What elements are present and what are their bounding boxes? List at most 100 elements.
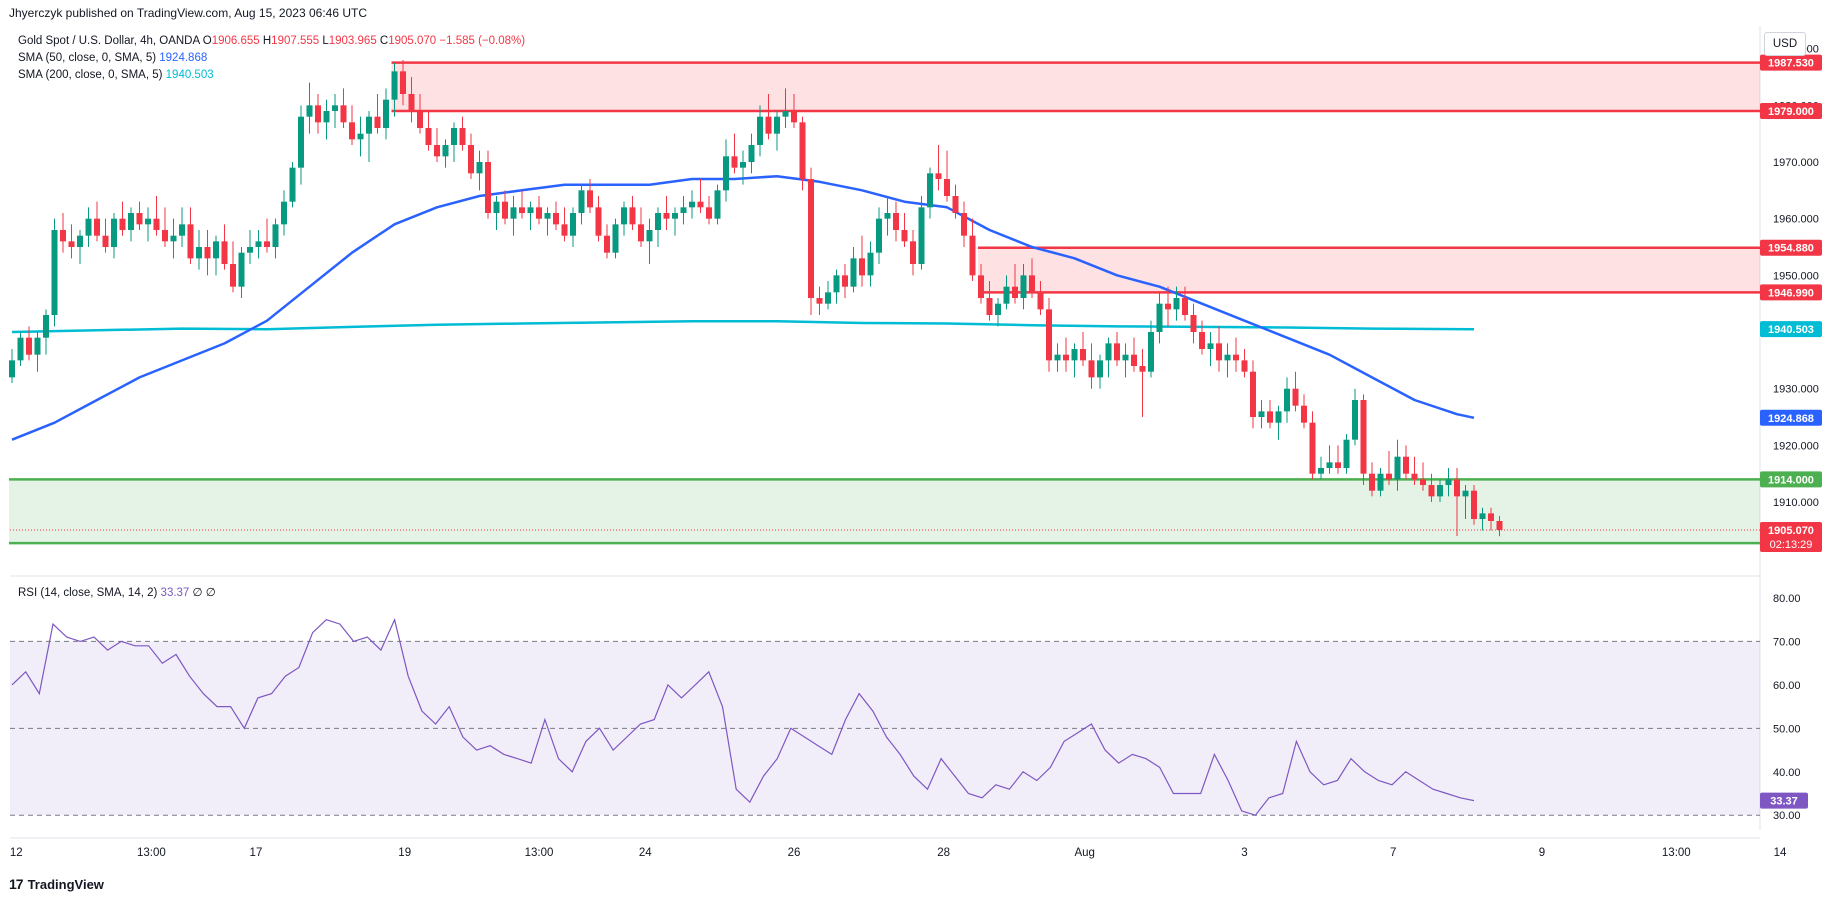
candle — [408, 77, 415, 123]
candle — [221, 224, 228, 270]
candle — [884, 196, 891, 236]
candle — [697, 179, 704, 214]
candle — [638, 207, 644, 248]
candle-body — [1352, 400, 1358, 440]
candle — [272, 218, 279, 259]
candle-body — [60, 230, 66, 242]
candle-body — [553, 213, 559, 225]
candle-body — [51, 230, 58, 316]
candle — [162, 207, 168, 248]
sma50-price-label-bg — [1760, 409, 1822, 426]
candle — [655, 207, 661, 248]
candle-body — [272, 224, 279, 248]
resistance-lower-top-label-bg — [1760, 239, 1822, 256]
price-axis-tick: 1920.000 — [1773, 440, 1819, 452]
candle-body — [536, 207, 542, 219]
candle — [510, 196, 517, 236]
time-axis-tick: 13:00 — [137, 847, 166, 859]
candle-body — [1445, 479, 1452, 486]
candle-body — [289, 167, 296, 202]
candle — [1403, 445, 1409, 480]
candle-body — [723, 156, 729, 191]
candle-body — [1488, 513, 1494, 521]
rsi-last-label: 33.37 — [1770, 796, 1798, 808]
candle — [714, 184, 721, 225]
candle — [1233, 337, 1239, 372]
time-axis-tick: 28 — [937, 847, 950, 859]
currency-button[interactable]: USD — [1764, 32, 1806, 56]
candle — [918, 196, 925, 270]
tradingview-logo-icon: 17 — [9, 876, 24, 892]
sma200-legend: SMA (200, close, 0, SMA, 5) 1940.503 — [18, 69, 214, 81]
candle — [1284, 377, 1290, 423]
candle — [153, 196, 160, 236]
candle — [9, 349, 15, 384]
rsi-legend-value: 33.37 — [160, 587, 190, 599]
candle — [60, 213, 66, 253]
candle-body — [1437, 485, 1443, 497]
candle-body — [255, 241, 262, 248]
candle-body — [1216, 343, 1222, 361]
candle — [995, 298, 1001, 327]
candle-body — [102, 235, 109, 248]
candle-body — [757, 116, 763, 146]
price-axis-tick: 1950.000 — [1773, 270, 1819, 282]
time-axis-tick: 17 — [250, 847, 263, 859]
candle — [978, 264, 984, 304]
candle — [502, 190, 508, 225]
candle — [1156, 292, 1163, 344]
candle — [1309, 411, 1316, 480]
time-axis-tick: 9 — [1539, 847, 1545, 859]
candle — [1445, 468, 1452, 497]
candle — [519, 190, 525, 219]
candle-body — [765, 116, 772, 134]
candle — [961, 201, 967, 248]
sma200-price-label-bg — [1760, 321, 1822, 338]
candle-body — [621, 207, 627, 225]
tradingview-logo[interactable]: 17 TradingView — [9, 876, 104, 892]
candle — [493, 196, 500, 231]
candle-body — [1054, 354, 1061, 361]
candle — [544, 207, 551, 236]
candle — [1420, 462, 1426, 491]
candle-body — [434, 145, 440, 157]
candle — [1250, 360, 1256, 429]
candle — [145, 207, 151, 242]
candle-body — [111, 218, 117, 248]
candle-body — [1080, 349, 1086, 361]
candle-body — [850, 258, 857, 287]
candle-body — [17, 337, 24, 361]
candle-body — [1122, 354, 1129, 361]
resistance-upper-top-label: 1987.530 — [1768, 58, 1814, 70]
candle — [1292, 371, 1299, 412]
candle-body — [1284, 388, 1290, 412]
candle-body — [425, 128, 432, 146]
candle — [1029, 258, 1035, 299]
candle — [986, 281, 993, 321]
candle — [434, 128, 440, 163]
resistance-lower-bottom-label: 1946.990 — [1768, 287, 1814, 299]
candle-body — [1454, 479, 1460, 497]
candle — [672, 207, 678, 236]
candle-body — [910, 241, 916, 265]
candle — [400, 60, 406, 106]
candle-body — [1394, 456, 1401, 480]
candle-body — [629, 207, 636, 225]
candle — [757, 105, 763, 157]
candle — [1139, 349, 1146, 418]
candle-body — [1428, 485, 1435, 497]
candle-body — [485, 162, 491, 214]
candle — [527, 201, 534, 231]
candle-body — [1318, 468, 1324, 474]
candle — [1148, 320, 1154, 378]
candle-body — [128, 213, 134, 231]
candle — [315, 94, 321, 134]
candle-body — [961, 213, 967, 236]
support-top-label-bg — [1760, 471, 1822, 488]
candle-body — [476, 162, 483, 174]
candle-body — [1182, 298, 1188, 316]
symbol-title: Gold Spot / U.S. Dollar, 4h, OANDA — [18, 35, 200, 47]
candle — [1462, 485, 1469, 520]
candle-body — [383, 99, 389, 129]
candle — [561, 207, 568, 242]
